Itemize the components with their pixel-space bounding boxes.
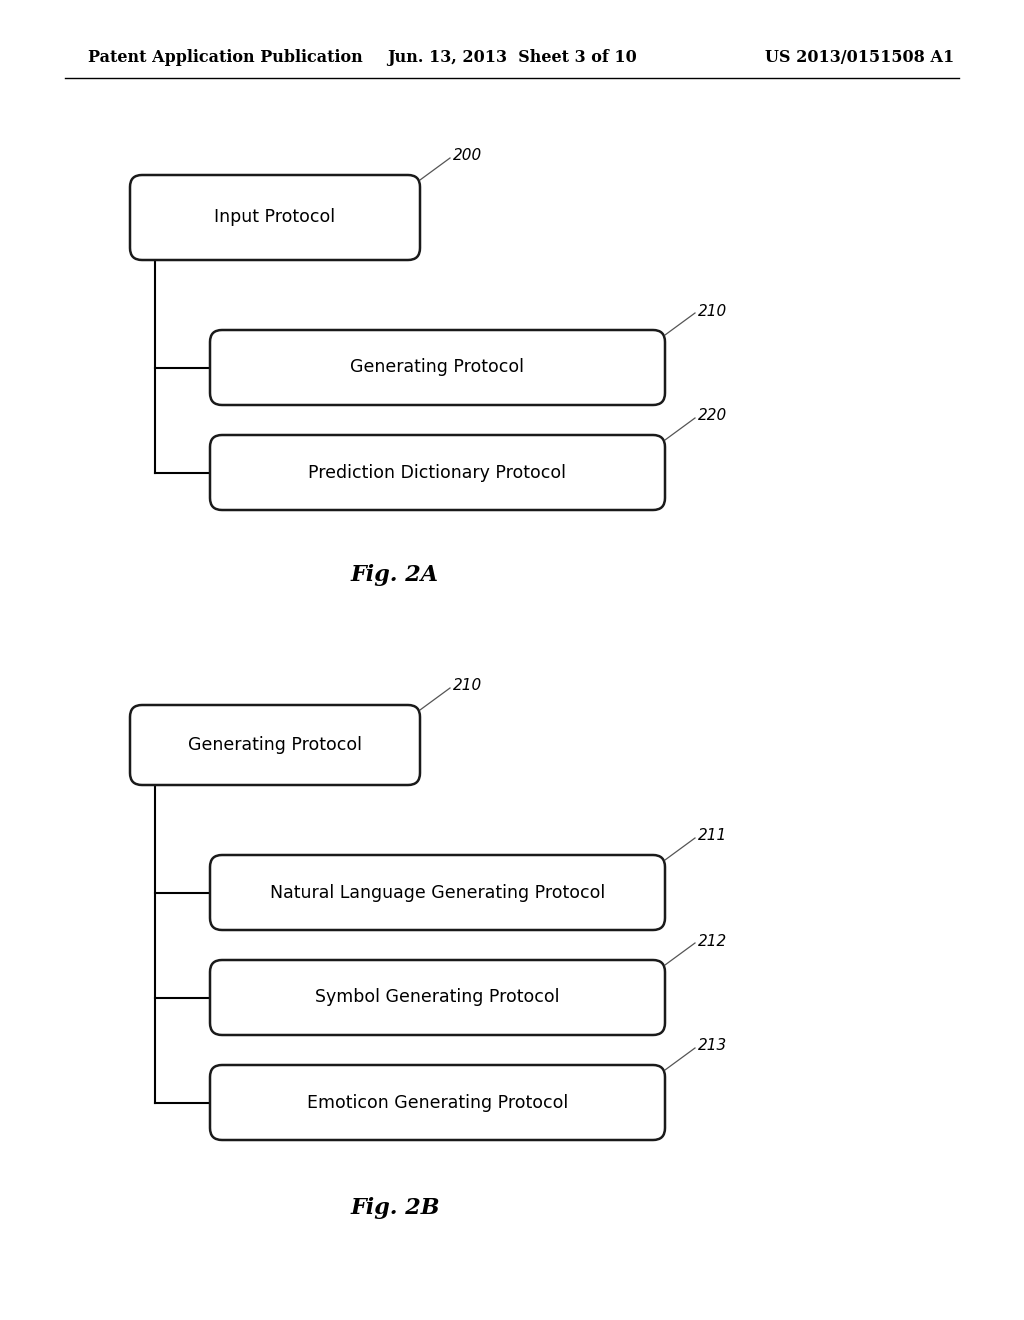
FancyBboxPatch shape [130, 176, 420, 260]
FancyBboxPatch shape [130, 705, 420, 785]
Text: 212: 212 [698, 933, 727, 949]
Text: US 2013/0151508 A1: US 2013/0151508 A1 [765, 49, 954, 66]
Text: Generating Protocol: Generating Protocol [188, 737, 362, 754]
Text: Symbol Generating Protocol: Symbol Generating Protocol [315, 989, 560, 1006]
FancyBboxPatch shape [210, 1065, 665, 1140]
FancyBboxPatch shape [210, 960, 665, 1035]
Text: 210: 210 [698, 304, 727, 318]
FancyBboxPatch shape [210, 330, 665, 405]
Text: Generating Protocol: Generating Protocol [350, 359, 524, 376]
Text: 213: 213 [698, 1039, 727, 1053]
Text: 200: 200 [453, 149, 482, 164]
Text: Prediction Dictionary Protocol: Prediction Dictionary Protocol [308, 463, 566, 482]
Text: Patent Application Publication: Patent Application Publication [88, 49, 362, 66]
Text: 220: 220 [698, 408, 727, 424]
Text: Natural Language Generating Protocol: Natural Language Generating Protocol [270, 883, 605, 902]
Text: 211: 211 [698, 829, 727, 843]
FancyBboxPatch shape [210, 436, 665, 510]
Text: Input Protocol: Input Protocol [214, 209, 336, 227]
Text: Jun. 13, 2013  Sheet 3 of 10: Jun. 13, 2013 Sheet 3 of 10 [387, 49, 637, 66]
Text: Emoticon Generating Protocol: Emoticon Generating Protocol [307, 1093, 568, 1111]
Text: 210: 210 [453, 678, 482, 693]
FancyBboxPatch shape [210, 855, 665, 931]
Text: Fig. 2A: Fig. 2A [351, 564, 439, 586]
Text: Fig. 2B: Fig. 2B [350, 1197, 439, 1218]
